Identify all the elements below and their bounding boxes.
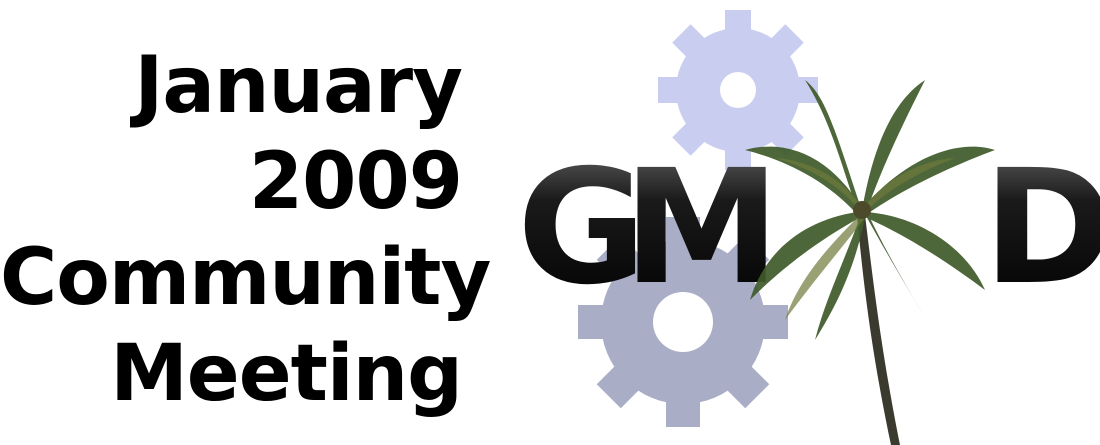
logo-letter-g: G [517, 136, 647, 320]
headline-year: 2009 [248, 137, 463, 227]
gear-top-icon [658, 10, 818, 170]
logo-letter-d: D [983, 136, 1100, 320]
headline-meeting: Meeting [110, 329, 463, 419]
headline-community: Community [0, 233, 491, 323]
palm-tree-icon [745, 80, 995, 445]
headline-month: January [134, 41, 463, 131]
gmod-logo: G M D [495, 0, 1100, 445]
headline: January 2009 Community Meeting [0, 38, 491, 422]
gear-bottom-icon [578, 217, 788, 427]
